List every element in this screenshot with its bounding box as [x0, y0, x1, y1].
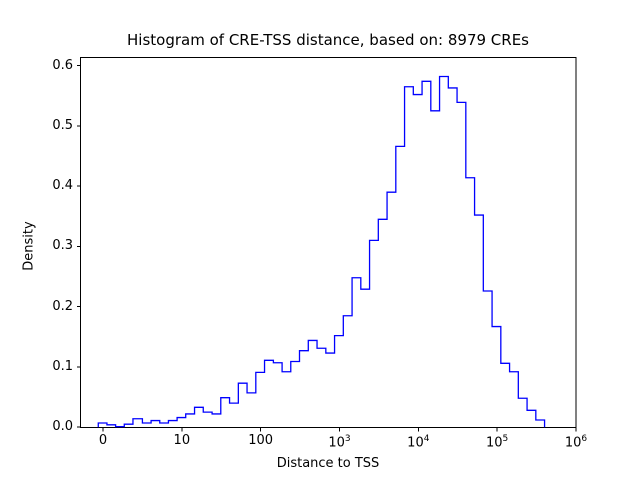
y-axis-label: Density [21, 221, 37, 271]
y-tick-label: 0.4 [52, 178, 73, 194]
x-tick-label: 100 [248, 433, 274, 448]
y-tick-label: 0.1 [52, 358, 73, 374]
x-tick-label: 104 [407, 434, 430, 451]
x-tick-label: 106 [564, 434, 588, 451]
y-tick-label: 0.3 [52, 238, 73, 254]
axes-spines [80, 57, 577, 428]
histogram-step-line [97, 75, 546, 428]
x-tick-label: 0 [98, 433, 108, 448]
x-axis-label: Distance to TSS [276, 456, 380, 471]
x-tick-label: 103 [328, 434, 351, 451]
y-tick-label: 0.2 [52, 298, 73, 314]
y-tick-label: 0.6 [52, 57, 73, 73]
x-tick-label: 10 [173, 433, 191, 448]
x-tick-label: 105 [486, 434, 509, 451]
y-tick-label: 0.0 [52, 419, 73, 435]
chart-title: Histogram of CRE-TSS distance, based on:… [127, 31, 529, 49]
y-tick-label: 0.5 [52, 117, 73, 133]
